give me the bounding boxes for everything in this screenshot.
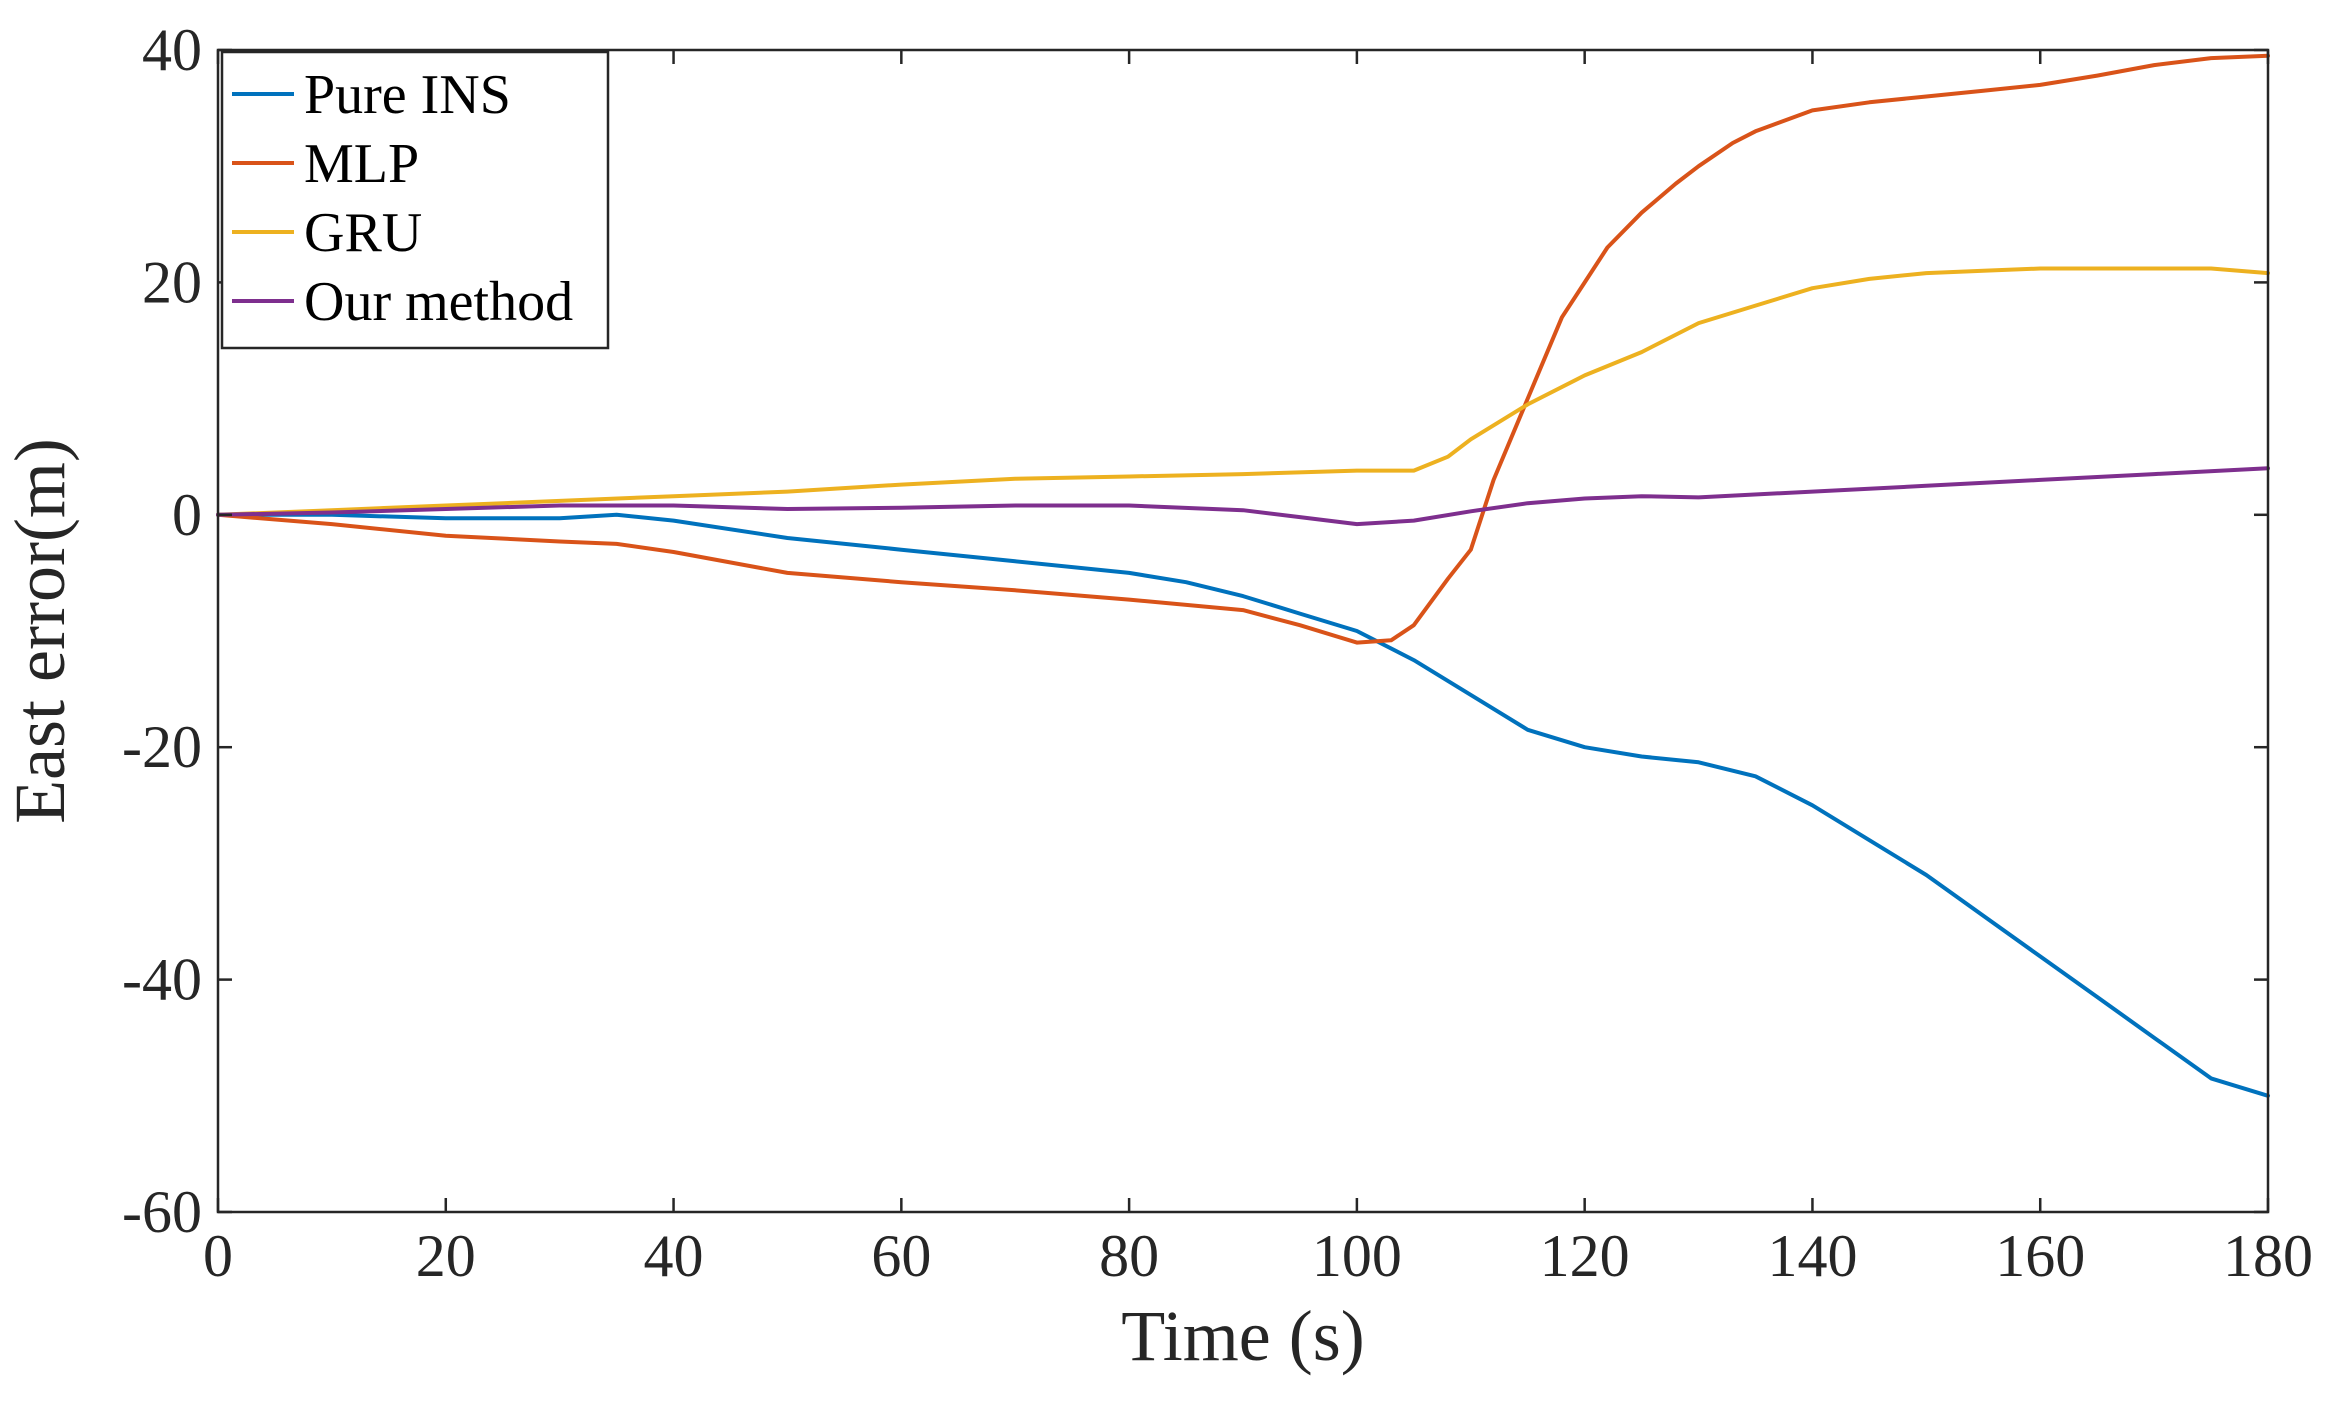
x-tick-label: 60: [871, 1223, 931, 1289]
y-axis-label: East error(m): [0, 438, 80, 824]
axes-group: 0 20 40 60 80 100 120 140 160 180 -60 -40 -20 0 20 40: [122, 17, 2313, 1289]
legend-entry-label: Our method: [304, 271, 573, 333]
legend-entry-label: Pure INS: [304, 64, 511, 126]
legend-entry-label: GRU: [304, 202, 422, 264]
axes-box: [216, 48, 2270, 1214]
legend-entry-label: MLP: [304, 133, 419, 195]
x-tick-label: 160: [1995, 1223, 2085, 1289]
series-line-gru: [216, 266, 2270, 517]
x-tick-label: 20: [416, 1223, 476, 1289]
y-tick-label: 40: [142, 17, 202, 83]
x-tick-label: 0: [203, 1223, 233, 1289]
axis-labels: Time (s) East error(m): [0, 438, 1365, 1376]
x-tick-label: 140: [1767, 1223, 1857, 1289]
y-tick-label: 0: [172, 482, 202, 548]
series-group: [216, 53, 2270, 1098]
x-tick-label: 40: [644, 1223, 704, 1289]
legend-box: [220, 50, 610, 350]
series-line-pure-ins: [216, 512, 2270, 1098]
x-tick-label: 180: [2223, 1223, 2313, 1289]
x-axis-label: Time (s): [1121, 1296, 1364, 1376]
x-tick-label: 120: [1540, 1223, 1630, 1289]
y-tick-label: 20: [142, 249, 202, 315]
legend: Pure INS MLP GRU Our method: [220, 50, 610, 350]
x-tick-label: 80: [1099, 1223, 1159, 1289]
x-tick-label: 100: [1312, 1223, 1402, 1289]
series-line-mlp: [216, 53, 2270, 645]
y-tick-label: -40: [122, 947, 202, 1013]
y-tick-label: -60: [122, 1179, 202, 1245]
series-line-our-method: [216, 466, 2270, 527]
y-tick-label: -20: [122, 714, 202, 780]
